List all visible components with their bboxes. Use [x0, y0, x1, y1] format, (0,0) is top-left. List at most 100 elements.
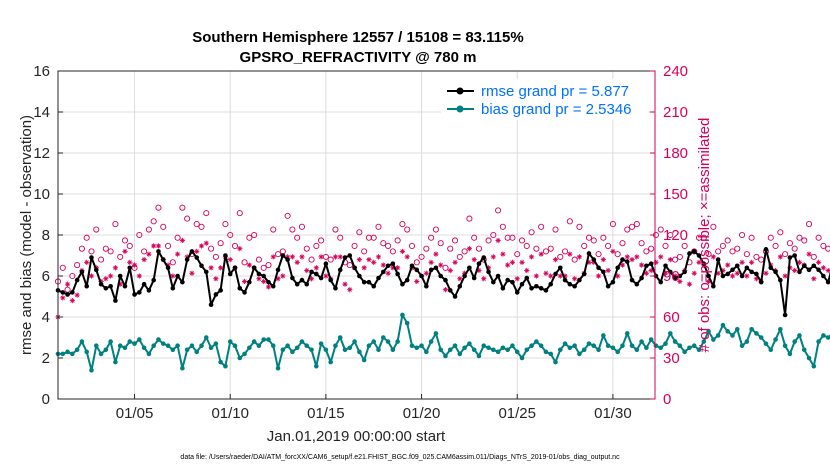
rmse-point [270, 283, 276, 289]
obs-possible-point [102, 245, 109, 252]
rmse-point [801, 263, 807, 269]
legend-rmse-marker [456, 87, 464, 95]
rmse-point [318, 275, 324, 281]
obs-assimilated-point [811, 276, 817, 282]
rmse-point [763, 247, 769, 252]
bias-point [577, 351, 582, 357]
rmse-point [380, 269, 386, 275]
rmse-point [70, 290, 75, 295]
bias-point [711, 337, 716, 342]
bias-point [433, 331, 439, 336]
obs-assimilated-point [318, 254, 324, 260]
bias-point [74, 347, 80, 353]
rmse-point [500, 286, 506, 291]
obs-assimilated-point [428, 259, 434, 265]
obs-possible-point [772, 242, 779, 249]
rmse-point [218, 288, 223, 293]
obs-assimilated-point [146, 251, 152, 257]
obs-possible-point [782, 251, 789, 258]
obs-assimilated-point [552, 257, 559, 263]
obs-possible-point [715, 248, 722, 255]
obs-assimilated-point [174, 251, 181, 257]
chart-title: Southern Hemisphere 12557 / 15108 = 83.1… [192, 29, 523, 46]
obs-assimilated-point [366, 257, 372, 263]
obs-assimilated-point [323, 273, 329, 279]
rmse-point [648, 261, 654, 267]
obs-assimilated-point [572, 276, 578, 282]
rmse-point [223, 253, 228, 258]
rmse-point [644, 263, 649, 269]
rmse-point [577, 277, 582, 283]
legend-rmse-label: rmse grand pr = 5.877 [481, 83, 629, 100]
rmse-point [366, 279, 372, 285]
bias-point [366, 343, 372, 349]
obs-assimilated-point [677, 278, 683, 285]
obs-possible-point [184, 215, 191, 222]
obs-possible-point [155, 204, 162, 211]
rmse-point [529, 286, 534, 291]
bias-point [175, 343, 180, 349]
bias-point [419, 343, 424, 349]
bias-point [165, 343, 171, 349]
obs-possible-point [141, 248, 148, 255]
obs-assimilated-point [595, 273, 602, 279]
bias-point [285, 343, 290, 349]
obs-possible-point [552, 226, 559, 233]
obs-possible-point [805, 221, 813, 228]
bias-point [309, 347, 314, 353]
rmse-point [462, 273, 467, 279]
obs-assimilated-point [218, 265, 224, 271]
bias-point [452, 343, 458, 349]
bias-point [486, 345, 491, 351]
obs-possible-point [672, 256, 679, 263]
rmse-point [232, 265, 238, 271]
rmse-point [782, 312, 788, 318]
obs-assimilated-point [74, 292, 80, 298]
obs-possible-point [399, 221, 406, 228]
bias-point [821, 333, 826, 338]
obs-assimilated-point [753, 276, 760, 282]
obs-assimilated-point [447, 267, 453, 274]
obs-possible-point [662, 242, 669, 249]
obs-possible-point [719, 242, 726, 249]
rmse-point [615, 265, 620, 271]
bias-point [180, 365, 185, 371]
bias-point [208, 345, 214, 351]
obs-possible-point [59, 264, 66, 271]
rmse-point [720, 273, 726, 279]
obs-possible-point [346, 262, 353, 269]
obs-assimilated-point [519, 259, 525, 265]
obs-assimilated-point [442, 287, 449, 293]
rmse-point [294, 281, 300, 287]
obs-assimilated-point [433, 251, 439, 257]
obs-assimilated-point [653, 259, 659, 265]
bias-point [213, 341, 219, 346]
obs-possible-point [327, 256, 334, 263]
obs-possible-point [451, 237, 459, 244]
y-tick-label: 16 [33, 63, 50, 80]
obs-possible-point [337, 234, 344, 241]
bias-point [60, 351, 66, 357]
obs-possible-point [160, 223, 167, 230]
bias-point [610, 345, 616, 351]
obs-possible-point [212, 253, 219, 260]
rmse-point [534, 283, 539, 289]
obs-possible-point [112, 221, 119, 228]
rmse-point [400, 281, 405, 287]
obs-possible-point [313, 242, 320, 249]
obs-assimilated-point [734, 270, 740, 276]
bias-point [495, 349, 501, 355]
rmse-point [749, 269, 754, 275]
rmse-point [428, 267, 434, 273]
obs-possible-point [691, 248, 698, 255]
obs-possible-point [767, 234, 774, 241]
bias-point [739, 343, 745, 349]
bias-point [266, 337, 271, 342]
obs-assimilated-point [399, 248, 406, 254]
x-tick-label: 01/05 [116, 405, 154, 422]
bias-point [127, 339, 133, 344]
obs-possible-point [227, 231, 234, 239]
legend-bias-marker [456, 105, 464, 113]
bias-point [749, 327, 754, 332]
obs-possible-point [236, 210, 243, 217]
